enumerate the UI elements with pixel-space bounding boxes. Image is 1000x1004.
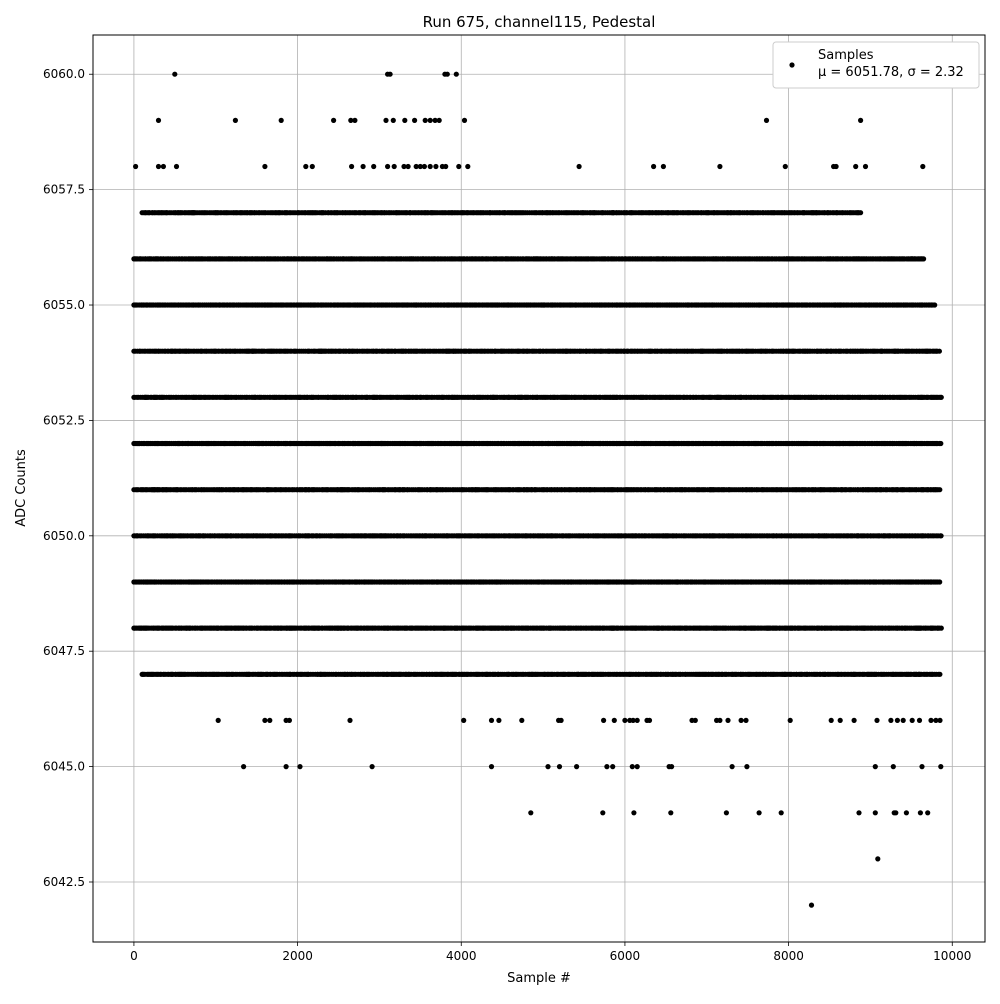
data-point (938, 441, 943, 446)
data-point (937, 349, 942, 354)
data-point (939, 395, 944, 400)
data-point (939, 626, 944, 631)
data-point (939, 533, 944, 538)
data-point (932, 302, 937, 307)
data-point (937, 579, 942, 584)
data-point (937, 487, 942, 492)
